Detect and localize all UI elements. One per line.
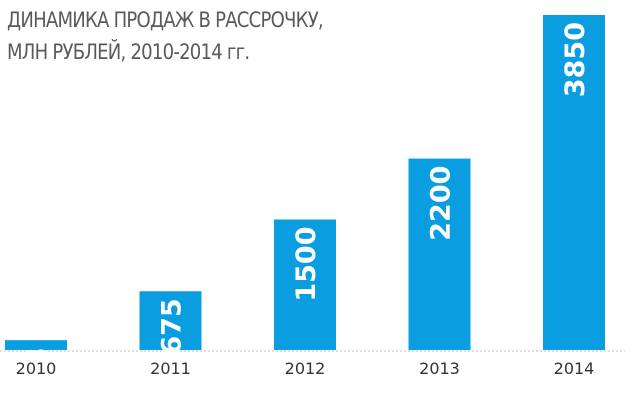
x-tick-labels-group: 2010 2011 2012 2013 2014: [16, 359, 595, 378]
bar-value-label-2011: 675: [157, 298, 188, 354]
x-tick-label-2012: 2012: [285, 359, 326, 378]
chart-title-line-2: МЛН РУБЛЕЙ, 2010-2014 гг.: [7, 40, 250, 64]
chart-title: ДИНАМИКА ПРОДАЖ В РАССРОЧКУ, МЛН РУБЛЕЙ,…: [7, 4, 367, 68]
x-tick-label-2013: 2013: [419, 359, 460, 378]
bar-value-label-2014: 3850: [560, 22, 591, 97]
bar-2014: [543, 15, 605, 350]
bar-2010: [5, 340, 67, 350]
bars-group: [5, 15, 605, 350]
bar-value-label-2013: 2200: [426, 166, 457, 241]
bar-value-label-2012: 1500: [291, 226, 322, 301]
x-tick-label-2010: 2010: [16, 359, 57, 378]
x-tick-label-2014: 2014: [554, 359, 595, 378]
bar-2011: [139, 291, 202, 350]
bar-value-label-2010: 113: [22, 347, 53, 403]
bar-2012: [274, 219, 336, 350]
x-tick-label-2011: 2011: [150, 359, 191, 378]
chart-title-line-1: ДИНАМИКА ПРОДАЖ В РАССРОЧКУ,: [7, 8, 324, 32]
value-labels-group: 113 675 1500 2200 3850: [22, 22, 591, 404]
bar-2013: [408, 158, 471, 350]
